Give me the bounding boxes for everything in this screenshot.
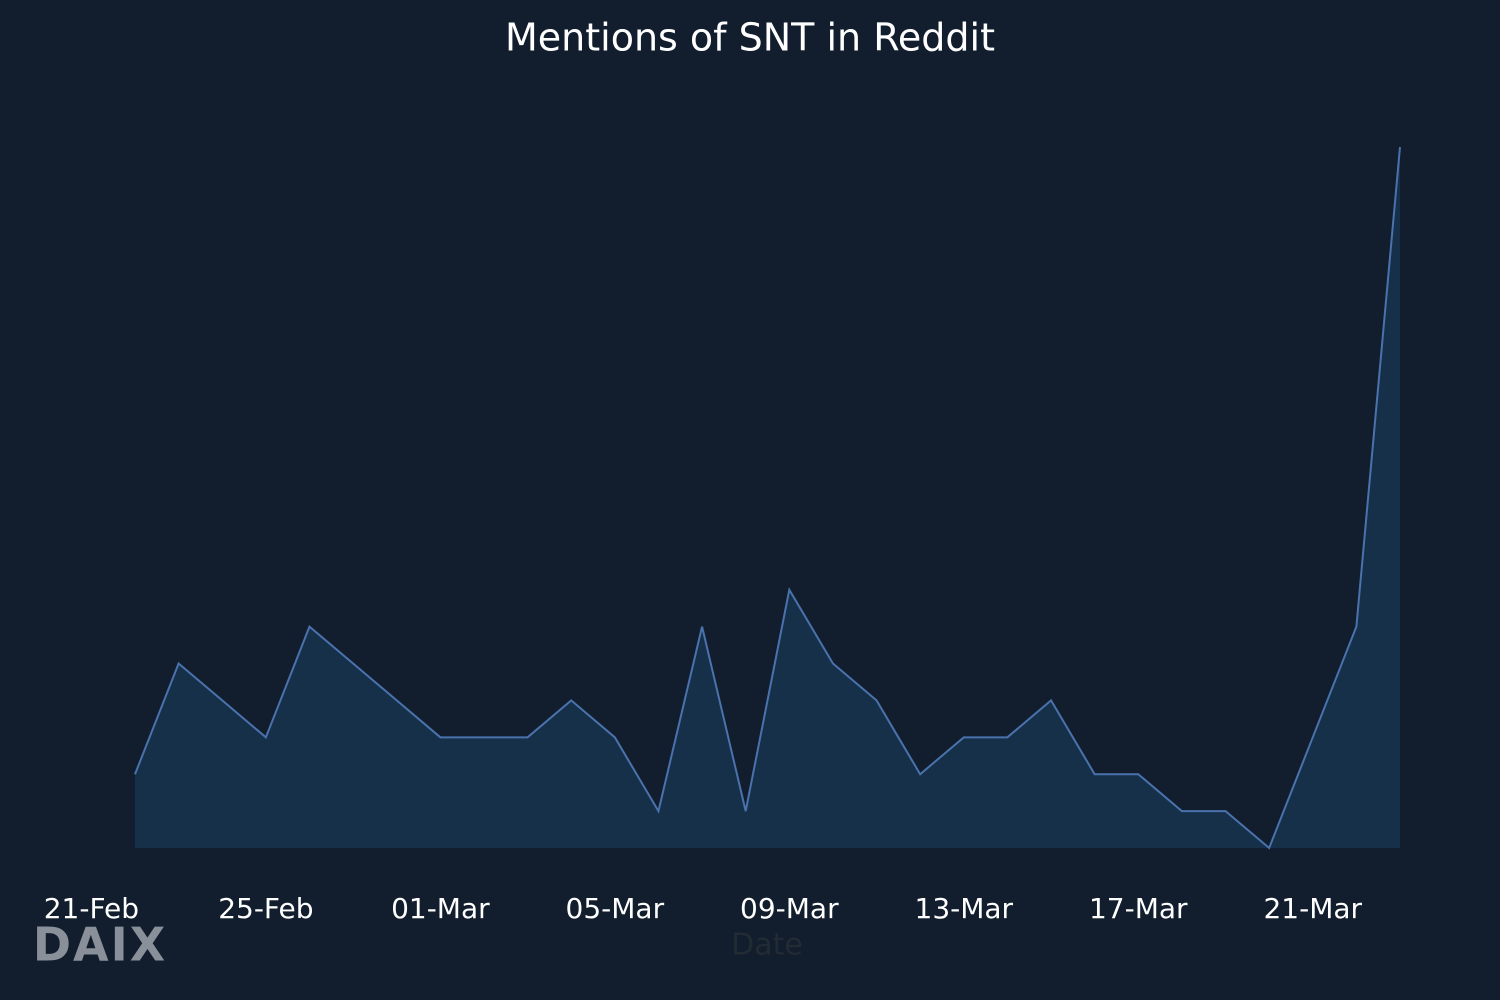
x-tick-label: 21-Feb [44, 892, 139, 925]
x-tick-label: 01-Mar [391, 892, 490, 925]
x-tick-label: 09-Mar [740, 892, 839, 925]
chart-title: Mentions of SNT in Reddit [505, 16, 995, 60]
x-tick-label: 21-Mar [1263, 892, 1362, 925]
x-tick-label: 25-Feb [218, 892, 313, 925]
x-axis-label: Date [731, 928, 803, 963]
x-tick-label: 05-Mar [566, 892, 665, 925]
watermark: DAIX [33, 918, 167, 972]
x-tick-label: 17-Mar [1089, 892, 1188, 925]
area-fill [135, 147, 1400, 848]
x-tick-label: 13-Mar [915, 892, 1014, 925]
area-line [134, 146, 1401, 850]
